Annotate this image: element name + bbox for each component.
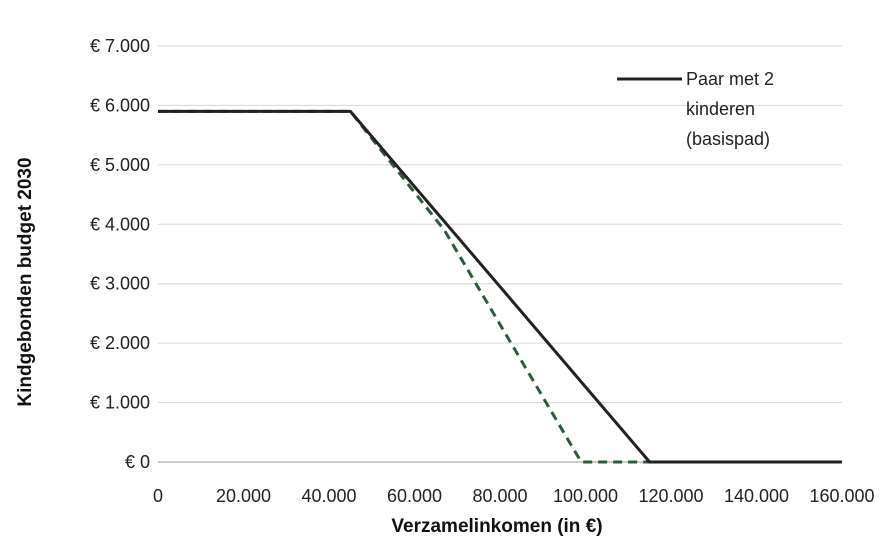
y-tick-label: € 7.000 [90, 36, 150, 56]
y-tick-label: € 5.000 [90, 155, 150, 175]
y-tick-label: € 6.000 [90, 95, 150, 115]
x-tick-label: 20.000 [216, 486, 271, 506]
y-tick-label: € 0 [125, 452, 150, 472]
x-tick-label: 140.000 [724, 486, 789, 506]
legend: Paar met 2 kinderen (basispad) [617, 69, 774, 149]
y-tick-label: € 4.000 [90, 214, 150, 234]
x-tick-label: 60.000 [387, 486, 442, 506]
y-tick-label: € 3.000 [90, 274, 150, 294]
x-tick-label: 0 [153, 486, 163, 506]
y-axis-label: Kindgebonden budget 2030 [15, 157, 36, 406]
x-axis-label: Verzamelinkomen (in €) [391, 516, 602, 537]
gridlines [158, 45, 842, 463]
y-tick-labels: € 0 € 1.000 € 2.000 € 3.000 € 4.000 € 5.000 € … [90, 36, 150, 472]
x-tick-labels: 0 20.000 40.000 60.000 80.000 100.000 120.000 1… [153, 486, 875, 506]
x-tick-label: 160.000 [809, 486, 874, 506]
x-tick-label: 40.000 [301, 486, 356, 506]
legend-line-1: Paar met 2 [686, 69, 774, 89]
legend-line-2: kinderen [686, 99, 755, 119]
x-tick-label: 80.000 [472, 486, 527, 506]
y-tick-label: € 2.000 [90, 333, 150, 353]
series-line-basispad [158, 109, 842, 464]
y-tick-label: € 1.000 [90, 393, 150, 413]
x-tick-label: 120.000 [638, 486, 703, 506]
x-tick-label: 100.000 [553, 486, 618, 506]
legend-line-3: (basispad) [686, 129, 770, 149]
series-lines [158, 109, 842, 464]
